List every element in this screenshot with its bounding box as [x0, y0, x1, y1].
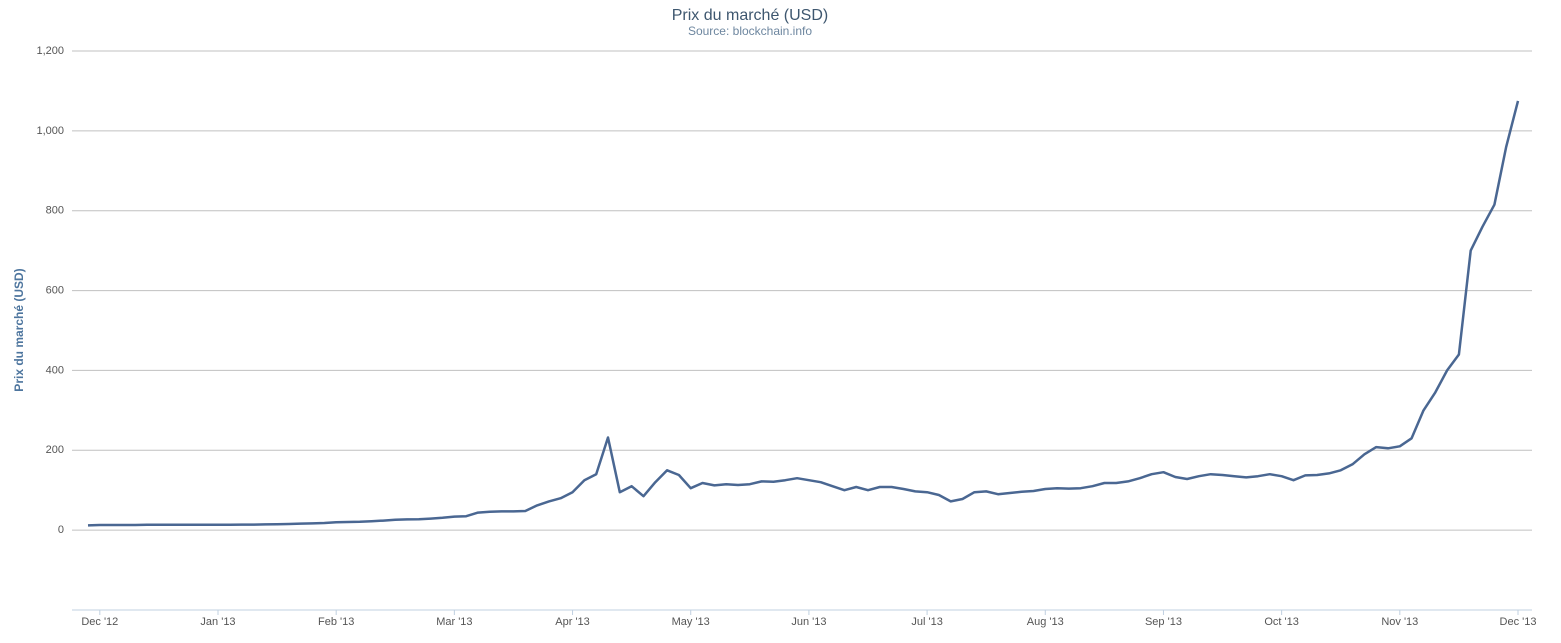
- x-tick-label: Jul '13: [911, 616, 942, 628]
- y-tick-label: 800: [46, 205, 64, 217]
- x-tick-label: Aug '13: [1027, 616, 1064, 628]
- x-tick-label: Jun '13: [791, 616, 826, 628]
- x-tick-label: Oct '13: [1264, 616, 1299, 628]
- y-tick-label: 1,200: [36, 45, 64, 57]
- y-tick-label: 0: [58, 524, 64, 536]
- price-line: [87, 100, 1520, 527]
- x-tick-label: Dec '13: [1500, 616, 1537, 628]
- x-tick-label: Dec '12: [81, 616, 118, 628]
- y-tick-label: 600: [46, 284, 64, 296]
- x-tick-label: Jan '13: [200, 616, 235, 628]
- chart-title: Prix du marché (USD): [672, 7, 828, 24]
- y-axis-label: Prix du marché (USD): [12, 268, 26, 391]
- y-tick-label: 1,000: [36, 125, 64, 137]
- y-tick-label: 200: [46, 444, 64, 456]
- x-tick-label: Feb '13: [318, 616, 354, 628]
- x-tick-label: Apr '13: [555, 616, 590, 628]
- y-tick-label: 400: [46, 364, 64, 376]
- x-tick-label: Sep '13: [1145, 616, 1182, 628]
- x-tick-label: Nov '13: [1381, 616, 1418, 628]
- x-tick-label: Mar '13: [436, 616, 472, 628]
- chart-subtitle: Source: blockchain.info: [688, 24, 812, 38]
- x-tick-label: May '13: [672, 616, 710, 628]
